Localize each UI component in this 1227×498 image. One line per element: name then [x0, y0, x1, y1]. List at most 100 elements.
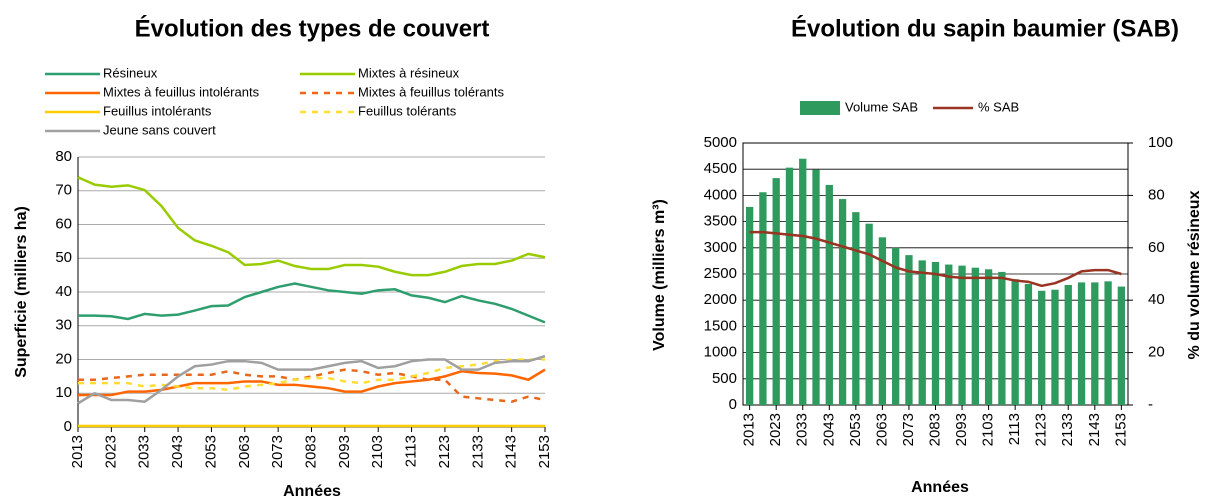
x-tick-label: 2043 — [169, 435, 186, 468]
bar — [812, 169, 820, 405]
legend-label: Feuillus intolérants — [103, 103, 212, 118]
y2-tick-label: 40 — [1148, 291, 1165, 308]
y-tick-label: 1500 — [704, 317, 737, 334]
x-tick-label: 2073 — [900, 413, 917, 446]
y-tick-label: 10 — [55, 384, 72, 401]
x-tick-label: 2153 — [536, 435, 553, 468]
x-tick-label: 2123 — [1033, 413, 1050, 446]
y2-tick-label: 20 — [1148, 344, 1165, 361]
x-tick-label: 2153 — [1112, 413, 1129, 446]
x-tick-label: 2043 — [820, 413, 837, 446]
bar — [1051, 289, 1059, 405]
bar — [1117, 286, 1126, 405]
legend-label: Volume SAB — [845, 99, 918, 114]
bar — [1024, 283, 1033, 405]
series-line — [77, 176, 546, 277]
y-tick-label: 20 — [55, 350, 72, 367]
y-tick-label: 1000 — [704, 344, 737, 361]
x-tick-label: 2023 — [767, 413, 784, 446]
y-tick-label: 2000 — [704, 291, 737, 308]
series-line — [78, 282, 546, 324]
x-tick-label: 2143 — [503, 435, 520, 468]
y-tick-label: 80 — [55, 148, 72, 165]
y-tick-label: 60 — [55, 215, 72, 232]
x-tick-label: 2123 — [436, 435, 453, 468]
y-tick-label: 40 — [55, 283, 72, 300]
x-tick-label: 2133 — [1059, 413, 1076, 446]
y2-axis-title: % du volume résineux — [1186, 190, 1203, 359]
y-tick-label: 50 — [55, 249, 72, 266]
y-tick-label: 3000 — [704, 239, 737, 256]
y-tick-label: 3500 — [704, 213, 737, 230]
x-tick-label: 2063 — [236, 435, 253, 468]
bar — [1011, 279, 1019, 405]
y2-tick-label: 100 — [1148, 134, 1173, 151]
y-tick-label: 4500 — [704, 160, 737, 177]
x-tick-label: 2133 — [469, 435, 486, 468]
bar — [878, 237, 887, 405]
series-line — [749, 230, 1122, 288]
y-tick-label: 2500 — [704, 265, 737, 282]
legend-label: % SAB — [978, 99, 1019, 114]
y-tick-label: 0 — [64, 418, 72, 435]
bar — [1064, 285, 1072, 405]
x-tick-label: 2013 — [69, 435, 86, 468]
legend-swatch — [800, 101, 840, 115]
bar — [799, 158, 807, 405]
bar — [1077, 282, 1086, 405]
x-tick-label: 2113 — [1006, 413, 1023, 445]
bar — [998, 271, 1006, 405]
y-tick-label: 5000 — [704, 134, 737, 151]
y2-tick-label: 80 — [1148, 186, 1165, 203]
x-tick-label: 2093 — [336, 435, 353, 468]
bar — [1091, 282, 1099, 405]
legend-label: Feuillus tolérants — [358, 103, 457, 118]
x-tick-label: 2103 — [369, 435, 386, 468]
bar — [772, 178, 780, 405]
y-tick-label: 500 — [712, 370, 737, 387]
x-tick-label: 2113 — [403, 435, 420, 467]
x-tick-label: 2053 — [847, 413, 864, 446]
x-tick-label: 2143 — [1086, 413, 1103, 446]
x-tick-label: 2023 — [102, 435, 119, 468]
chart-title: Évolution des types de couvert — [135, 14, 490, 42]
legend-label: Mixtes à résineux — [358, 65, 460, 80]
x-axis-title: Années — [283, 483, 341, 498]
legend-label: Jeune sans couvert — [103, 122, 216, 137]
x-tick-label: 2073 — [269, 435, 286, 468]
bar — [785, 167, 794, 405]
x-tick-label: 2083 — [926, 413, 943, 446]
bar — [838, 199, 847, 405]
bar — [971, 267, 979, 405]
bar — [745, 206, 754, 405]
y-axis-title: Superficie (milliers ha) — [13, 206, 30, 378]
bar — [892, 247, 900, 405]
x-tick-label: 2053 — [202, 435, 219, 468]
bar — [825, 184, 833, 405]
x-axis-title: Années — [911, 479, 969, 496]
bar — [905, 255, 913, 405]
chart-title: Évolution du sapin baumier (SAB) — [791, 14, 1179, 42]
bar — [984, 269, 993, 405]
y-tick-label: 70 — [55, 182, 72, 199]
series-line — [78, 368, 546, 403]
y-tick-label: 4000 — [704, 186, 737, 203]
bar — [931, 261, 940, 405]
series-line — [77, 354, 546, 405]
bar — [759, 192, 767, 405]
x-tick-label: 2013 — [741, 413, 758, 446]
x-tick-label: 2103 — [980, 413, 997, 446]
y2-tick-label: 60 — [1148, 239, 1165, 256]
bar — [865, 223, 873, 405]
legend-label: Mixtes à feuillus tolérants — [358, 84, 504, 99]
x-tick-label: 2063 — [873, 413, 890, 446]
bar — [1104, 281, 1112, 405]
x-tick-label: 2033 — [794, 413, 811, 446]
y2-tick-label: - — [1148, 396, 1153, 413]
x-tick-label: 2093 — [953, 413, 970, 446]
x-tick-label: 2083 — [302, 435, 319, 468]
bar — [918, 260, 926, 405]
bar — [852, 212, 860, 405]
bar — [945, 264, 953, 405]
